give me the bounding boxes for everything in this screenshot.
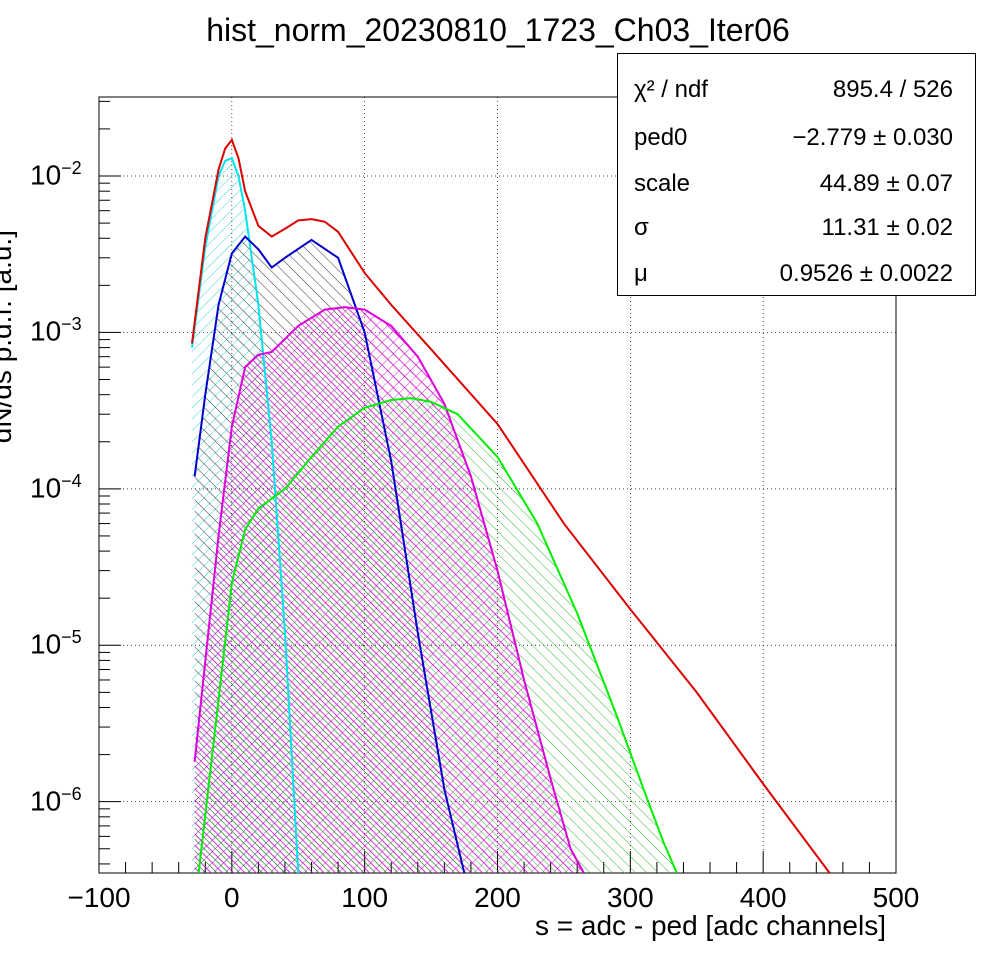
stat-value: −2.779 ± 0.030 xyxy=(792,124,953,151)
stat-label: μ xyxy=(634,260,648,287)
stat-label: scale xyxy=(634,170,691,197)
x-tick-label: 200 xyxy=(474,882,521,913)
stat-row-mu: μ 0.9526 ± 0.0022 xyxy=(618,252,975,298)
plot-area xyxy=(190,137,831,873)
stat-row-scale: scale 44.89 ± 0.07 xyxy=(618,162,975,208)
x-tick-label: 300 xyxy=(606,882,654,913)
stat-row-sigma: σ 11.31 ± 0.02 xyxy=(618,206,975,252)
stat-label: χ² / ndf xyxy=(634,76,708,103)
y-tick-label: 10−4 xyxy=(30,470,82,504)
y-tick-label: 10−2 xyxy=(30,158,82,191)
x-tick-label: −100 xyxy=(67,882,131,913)
x-axis-label: s = adc - ped [adc channels] xyxy=(535,910,886,941)
x-tick-label: 0 xyxy=(224,882,240,913)
y-axis-label: dN/ds p.d.f. [a.u.] xyxy=(0,230,17,444)
x-tick-label: 500 xyxy=(872,882,920,913)
stat-value: 0.9526 ± 0.0022 xyxy=(779,260,953,287)
stat-row-chi2: χ² / ndf 895.4 / 526 xyxy=(618,68,975,114)
fit-stats-box: χ² / ndf 895.4 / 526 ped0 −2.779 ± 0.030… xyxy=(617,53,976,296)
series-line-2 xyxy=(193,306,585,873)
series-line-1 xyxy=(193,235,466,873)
series-line-4 xyxy=(190,137,831,873)
chart-title: hist_norm_20230810_1723_Ch03_Iter06 xyxy=(206,12,790,48)
stat-label: σ xyxy=(634,214,649,241)
stat-row-ped0: ped0 −2.779 ± 0.030 xyxy=(618,116,975,162)
stat-label: ped0 xyxy=(634,124,688,151)
stat-value: 11.31 ± 0.02 xyxy=(821,214,954,241)
x-tick-label: 100 xyxy=(341,882,389,913)
series-line-3 xyxy=(197,397,678,873)
y-tick-label: 10−6 xyxy=(30,783,82,816)
series-fill-3 xyxy=(198,398,677,873)
series-line-0 xyxy=(190,156,300,873)
stat-value: 44.89 ± 0.07 xyxy=(819,170,953,197)
x-tick-label: 400 xyxy=(739,882,787,913)
y-tick-label: 10−5 xyxy=(30,627,82,660)
y-tick-label: 10−3 xyxy=(30,314,82,347)
stat-value: 895.4 / 526 xyxy=(832,76,953,103)
